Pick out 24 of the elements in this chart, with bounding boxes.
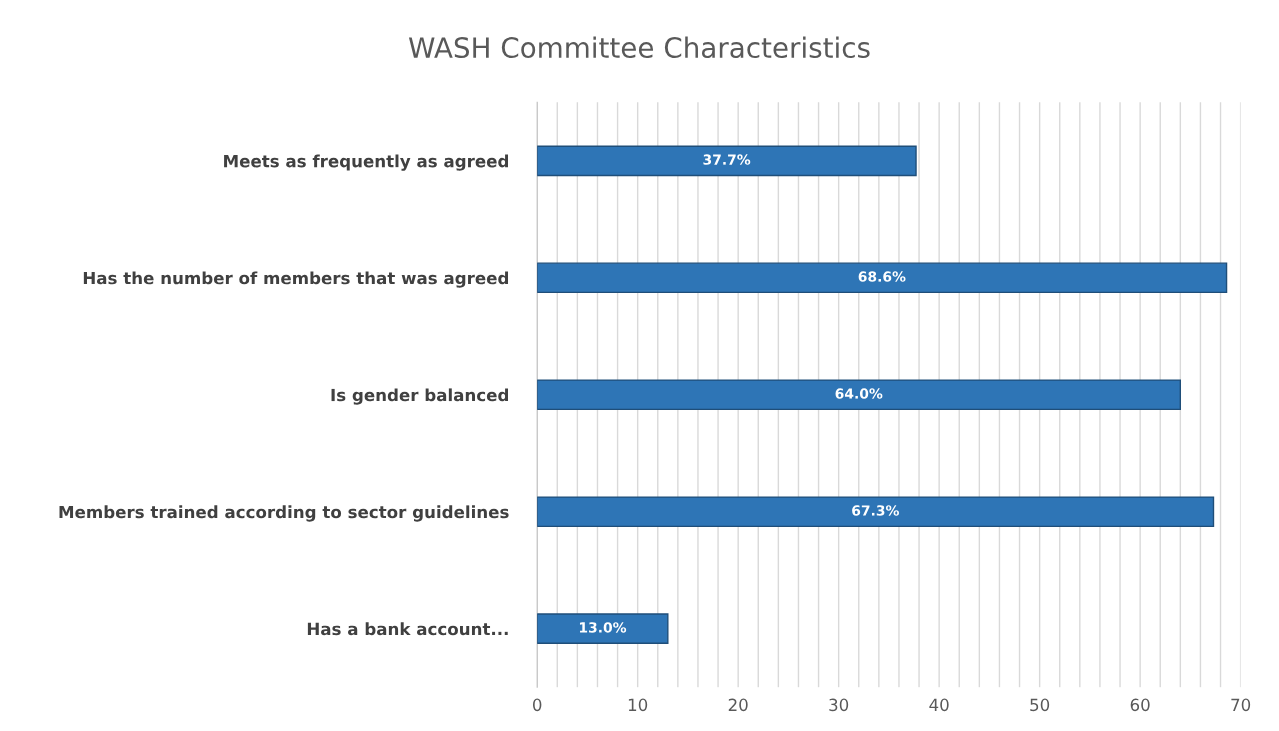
x-tick-label: 60	[1130, 698, 1150, 712]
x-tick-label: 10	[628, 698, 648, 712]
bar	[537, 613, 669, 644]
data-label: 13.0%	[579, 622, 627, 633]
y-tick-label: Meets as frequently as agreed	[224, 154, 509, 171]
x-tick-label: 20	[728, 698, 748, 712]
data-label: 64.0%	[835, 388, 883, 399]
x-tick-label: 0	[532, 698, 542, 712]
x-tick-label: 50	[1030, 698, 1050, 712]
y-tick-label: Has a bank account...	[307, 622, 508, 636]
bar	[537, 145, 917, 177]
data-label: 68.6%	[858, 271, 906, 282]
x-tick-label: 40	[929, 698, 949, 712]
bar	[537, 496, 1215, 528]
y-tick-label: Members trained according to sector guidelines	[59, 505, 509, 522]
chart-title: WASH Committee Characteristics	[408, 36, 870, 59]
bar	[537, 262, 1228, 294]
x-tick-label: 70	[1231, 698, 1251, 712]
x-tick-label: 30	[829, 698, 849, 712]
y-tick-label: Has the number of members that was agreed	[83, 271, 509, 288]
bar	[537, 379, 1182, 411]
data-label: 37.7%	[703, 154, 751, 165]
data-label: 67.3%	[852, 505, 899, 516]
y-tick-label: Is gender balanced	[331, 388, 508, 405]
